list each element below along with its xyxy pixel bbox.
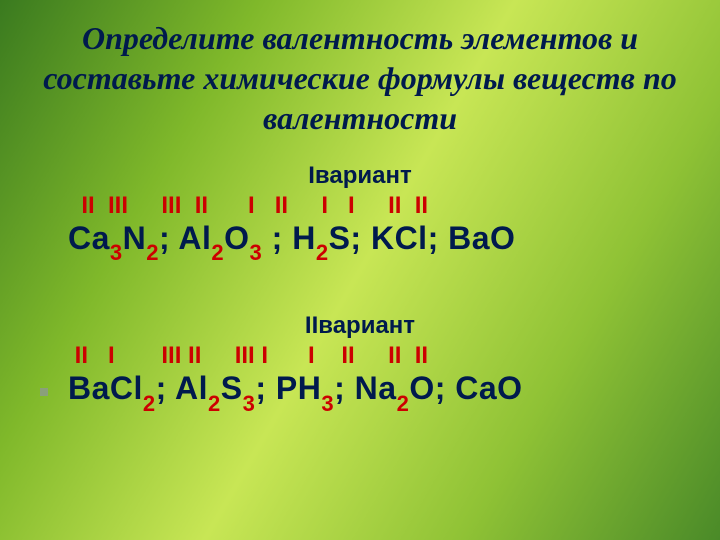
variant-1-formulas: Ca3N2; Al2O3 ; H2S; KCl; BaO — [24, 220, 696, 262]
variant-2-block: IIвариант II I III II III I I II II II B… — [24, 312, 696, 412]
variant-2-formulas: BaCl2; Al2S3; PH3; Na2O; CaO — [68, 370, 523, 412]
variant-2-valences: II I III II III I I II II II — [24, 342, 696, 370]
bullet-icon — [40, 388, 48, 396]
variant-1-valences: II III III II I II I I II II — [24, 192, 696, 220]
variant-2-label: IIвариант — [24, 312, 696, 340]
variant-1-block: Iвариант II III III II I II I I II II Ca… — [24, 162, 696, 262]
variant-1-label: Iвариант — [24, 162, 696, 190]
slide-title: Определите валентность элементов и соста… — [24, 18, 696, 138]
